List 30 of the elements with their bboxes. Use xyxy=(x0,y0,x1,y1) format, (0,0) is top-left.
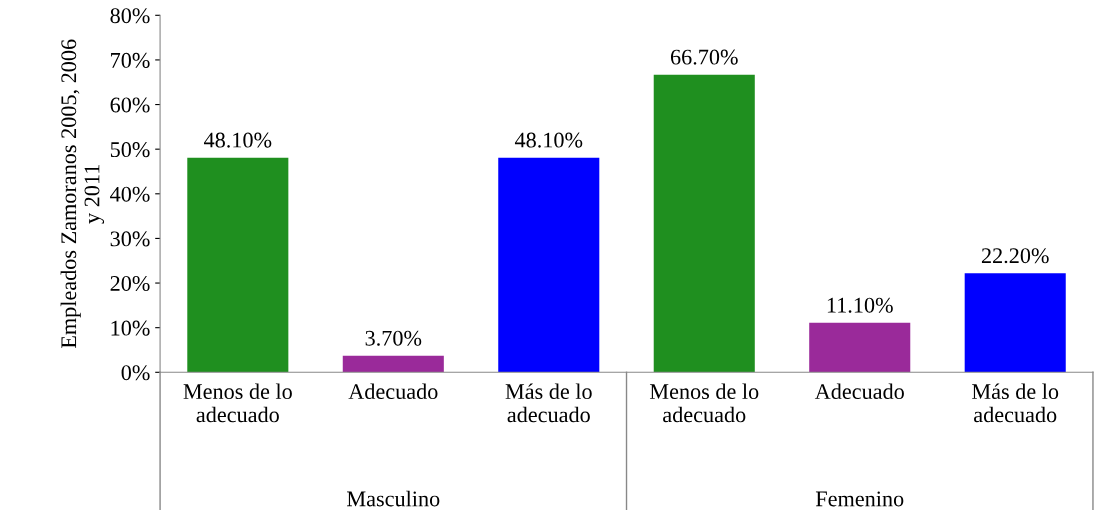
x-tick-label: Más de lo adecuado xyxy=(505,383,592,423)
bar xyxy=(342,355,444,373)
y-tick-label: 0% xyxy=(121,365,150,381)
y-tick-label: 80% xyxy=(110,8,150,24)
data-label: 3.70% xyxy=(365,330,422,346)
data-label: 11.10% xyxy=(827,297,893,313)
bar xyxy=(809,322,911,373)
text: Femenino xyxy=(815,491,904,507)
bar xyxy=(964,273,1066,373)
bar xyxy=(498,157,600,373)
x-tick-label: Menos de lo adecuado xyxy=(649,383,759,423)
x-tick-label: Menos de lo adecuado xyxy=(183,383,292,423)
data-label: 48.10% xyxy=(514,132,583,148)
x-tick-label: Adecuado xyxy=(814,383,904,400)
y-tick-label: 50% xyxy=(110,142,150,158)
text: Masculino xyxy=(347,490,440,507)
y-tick-label: 40% xyxy=(110,186,150,202)
y-tick-label: 20% xyxy=(110,275,150,292)
x-tick-label: Más de lo adecuado xyxy=(972,383,1059,423)
y-tick-label: 60% xyxy=(110,97,150,113)
data-label: 66.70% xyxy=(670,49,738,65)
y-tick-label: 70% xyxy=(111,52,150,68)
data-label: 48.10% xyxy=(204,132,272,148)
y-tick-label: 10% xyxy=(111,320,150,336)
data-label: 22.20% xyxy=(981,248,1049,264)
y-axis-title: Empleados Zamoranos 2005, 2006 y 2011 xyxy=(60,39,105,349)
bar xyxy=(653,74,755,373)
bar xyxy=(187,157,289,373)
y-tick-label: 30% xyxy=(110,231,150,247)
x-tick-label: Adecuado xyxy=(348,383,438,400)
